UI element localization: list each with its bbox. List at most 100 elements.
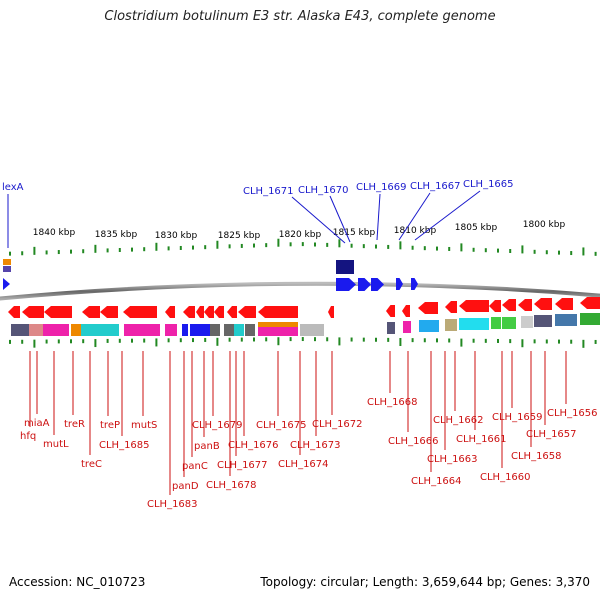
feature-block xyxy=(387,322,395,334)
gene-label-bottom: CLH_1660 xyxy=(480,472,531,483)
gene-arrow xyxy=(8,306,20,318)
scale-label: 1825 kbp xyxy=(218,231,261,241)
gene-arrow xyxy=(82,306,100,318)
tick-row-top xyxy=(9,238,597,256)
feature-block xyxy=(224,324,234,336)
feature-block xyxy=(245,324,255,336)
scale-label: 1840 kbp xyxy=(33,228,76,238)
feature-block xyxy=(521,316,533,328)
feature-block xyxy=(165,324,177,336)
gene-label-bottom: CLH_1657 xyxy=(526,429,577,440)
gene-label-bottom: hfq xyxy=(20,431,36,442)
feature-block xyxy=(300,324,324,336)
genome-backbone xyxy=(0,281,600,301)
gene-arrow xyxy=(555,298,573,310)
gene-arrow xyxy=(358,278,371,291)
gene-arrow xyxy=(518,299,532,311)
gene-label-bottom: CLH_1662 xyxy=(433,415,484,426)
leader-line xyxy=(398,192,431,241)
gene-label-bottom: CLH_1663 xyxy=(427,454,478,465)
feature-block xyxy=(445,319,457,331)
gene-label-bottom: panC xyxy=(182,461,208,472)
scale-label: 1805 kbp xyxy=(455,223,498,233)
leader-line xyxy=(291,196,346,244)
top-strand-features xyxy=(3,259,418,291)
gene-label-bottom: CLH_1658 xyxy=(511,451,562,462)
feature-block xyxy=(403,321,411,333)
gene-label-bottom: mutL xyxy=(43,439,69,450)
gene-arrow xyxy=(371,278,384,291)
bottom-strand-features xyxy=(8,297,600,336)
feature-block xyxy=(81,324,101,336)
gene-label-bottom: CLH_1685 xyxy=(99,440,150,451)
scale-label: 1820 kbp xyxy=(279,230,322,240)
feature-block xyxy=(3,259,11,265)
gene-label-bottom: panB xyxy=(194,441,220,452)
gene-arrow xyxy=(22,306,44,318)
feature-block xyxy=(234,324,244,336)
feature-block xyxy=(258,322,298,327)
gene-arrow xyxy=(396,278,403,290)
feature-block xyxy=(555,314,577,326)
gene-label-bottom: miaA xyxy=(24,418,50,429)
gene-label-top: CLH_1669 xyxy=(356,182,407,193)
gene-label-bottom: treR xyxy=(64,419,85,430)
gene-label-bottom: CLH_1664 xyxy=(411,476,462,487)
gene-arrow xyxy=(336,278,356,291)
gene-label-bottom: CLH_1672 xyxy=(312,419,363,430)
feature-block xyxy=(182,324,188,336)
feature-block xyxy=(190,324,210,336)
tick-row-bottom xyxy=(9,337,597,348)
gene-arrow xyxy=(196,306,204,318)
leader-line xyxy=(414,190,481,241)
feature-block xyxy=(71,324,81,336)
gene-arrow xyxy=(502,299,516,311)
gene-label-top: lexA xyxy=(2,182,24,193)
gene-label-bottom: CLH_1656 xyxy=(547,408,598,419)
feature-block xyxy=(459,318,489,330)
feature-block xyxy=(43,324,69,336)
accession-text: Accession: NC_010723 xyxy=(9,575,146,589)
gene-label-top: CLH_1671 xyxy=(243,186,294,197)
gene-label-bottom: CLH_1674 xyxy=(278,459,329,470)
feature-block xyxy=(101,324,119,336)
gene-arrow xyxy=(459,300,489,312)
gene-label-bottom: CLH_1661 xyxy=(456,434,507,445)
gene-label-bottom: panD xyxy=(172,481,199,492)
scale-labels: 1840 kbp 1835 kbp 1830 kbp 1825 kbp 1820 kbp… xyxy=(33,220,566,241)
gene-arrow xyxy=(402,305,410,317)
feature-block xyxy=(491,317,501,329)
feature-block xyxy=(580,313,600,325)
top-gene-labels: lexA CLH_1671 CLH_1670 CLH_1669 CLH_1667 CLH_… xyxy=(2,179,514,248)
gene-arrow xyxy=(445,301,457,313)
gene-arrow xyxy=(3,278,10,290)
feature-block xyxy=(29,324,43,336)
feature-block xyxy=(210,324,220,336)
feature-block xyxy=(336,260,354,274)
feature-block xyxy=(502,317,516,329)
gene-arrow xyxy=(418,302,438,314)
gene-arrow xyxy=(100,306,118,318)
scale-label: 1830 kbp xyxy=(155,231,198,241)
scale-label: 1835 kbp xyxy=(95,230,138,240)
gene-label-bottom: CLH_1659 xyxy=(492,412,543,423)
gene-label-top: CLH_1670 xyxy=(298,185,349,196)
scale-label: 1815 kbp xyxy=(333,228,376,238)
gene-arrow xyxy=(534,298,552,310)
gene-arrow xyxy=(386,305,395,317)
gene-arrow xyxy=(238,306,256,318)
feature-block xyxy=(419,320,439,332)
gene-label-bottom: treC xyxy=(81,459,102,470)
feature-block xyxy=(124,324,160,336)
scale-label: 1810 kbp xyxy=(394,226,437,236)
gene-arrow xyxy=(204,306,214,318)
gene-label-bottom: CLH_1668 xyxy=(367,397,418,408)
gene-arrow xyxy=(328,306,334,318)
gene-arrow xyxy=(183,306,195,318)
feature-block xyxy=(534,315,552,327)
gene-label-bottom: CLH_1676 xyxy=(228,440,279,451)
gene-arrow xyxy=(258,306,298,318)
feature-block xyxy=(3,266,11,272)
